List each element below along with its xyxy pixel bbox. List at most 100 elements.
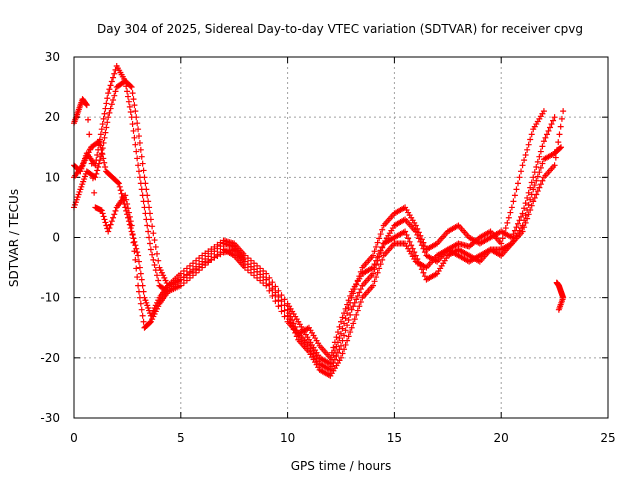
data-point [89,175,96,182]
data-point [341,332,348,339]
data-point [103,100,110,107]
data-point [278,302,285,309]
data-point [254,274,261,281]
data-point [202,259,209,266]
data-point [542,134,549,141]
data-point [533,177,540,184]
data-point [149,223,156,230]
data-point [193,265,200,272]
data-point [145,228,152,235]
data-point [103,222,110,229]
data-point [247,269,254,276]
data-point [208,256,215,263]
data-point [260,280,267,287]
data-point [379,256,386,263]
data-point [331,347,338,354]
data-point [333,334,340,341]
data-point [134,120,141,127]
data-point [505,214,512,221]
data-point [106,109,113,116]
data-point [196,263,203,270]
data-point [374,254,381,261]
data-point [144,222,151,229]
y-tick-label: -20 [40,351,60,365]
data-point [190,260,197,267]
data-point [263,270,270,277]
series-track-2 [71,78,558,367]
data-point [357,286,364,293]
data-point [129,121,136,128]
data-point [415,229,422,236]
data-point [124,88,131,95]
data-point [289,323,296,330]
data-point [418,236,425,243]
data-point [100,213,107,220]
data-point [251,272,258,279]
data-point [107,105,114,112]
data-point [91,189,98,196]
y-tick-label: -10 [40,291,60,305]
data-point [377,247,384,254]
data-point [519,228,526,235]
data-point [121,200,128,207]
data-point [522,200,529,207]
data-point [540,138,547,145]
data-point [499,235,506,242]
data-point [522,151,529,158]
data-point [132,108,139,115]
data-point [530,186,537,193]
data-point [530,198,537,205]
data-point [115,180,122,187]
data-point [241,258,248,265]
data-point [93,170,100,177]
data-point [98,126,105,133]
data-point [420,269,427,276]
data-point [214,252,221,259]
data-point [147,246,154,253]
data-point [371,248,378,255]
data-point [412,222,419,229]
data-point [150,256,157,263]
data-point [519,162,526,169]
data-point [217,251,224,258]
data-point [86,131,93,138]
data-point [275,297,282,304]
data-point [241,252,248,259]
data-point [339,350,346,357]
data-point [348,306,355,313]
data-point [338,330,344,337]
data-point [530,174,537,181]
data-point [208,246,215,253]
data-point [405,235,412,242]
data-point [199,252,206,259]
data-point [370,282,377,289]
data-point [379,243,386,250]
data-point [557,123,564,130]
data-point [528,131,535,138]
data-point [129,231,136,238]
data-point [180,268,187,275]
data-point [98,207,105,214]
data-point [85,116,92,123]
data-point [275,287,282,294]
data-point [155,277,162,284]
data-point [101,216,108,223]
data-point [272,292,279,299]
data-point [101,159,108,166]
data-point [247,257,254,264]
data-point [146,204,153,211]
data-point [327,354,334,361]
data-point [534,158,541,165]
data-point [376,235,383,242]
data-point [98,146,105,153]
data-point [128,84,135,91]
data-point [338,318,344,325]
data-point [214,241,221,248]
data-point [555,306,562,313]
data-point [552,154,559,161]
data-point [281,296,288,303]
x-tick-label: 10 [280,431,295,445]
data-point [370,270,377,277]
data-point [402,228,409,235]
